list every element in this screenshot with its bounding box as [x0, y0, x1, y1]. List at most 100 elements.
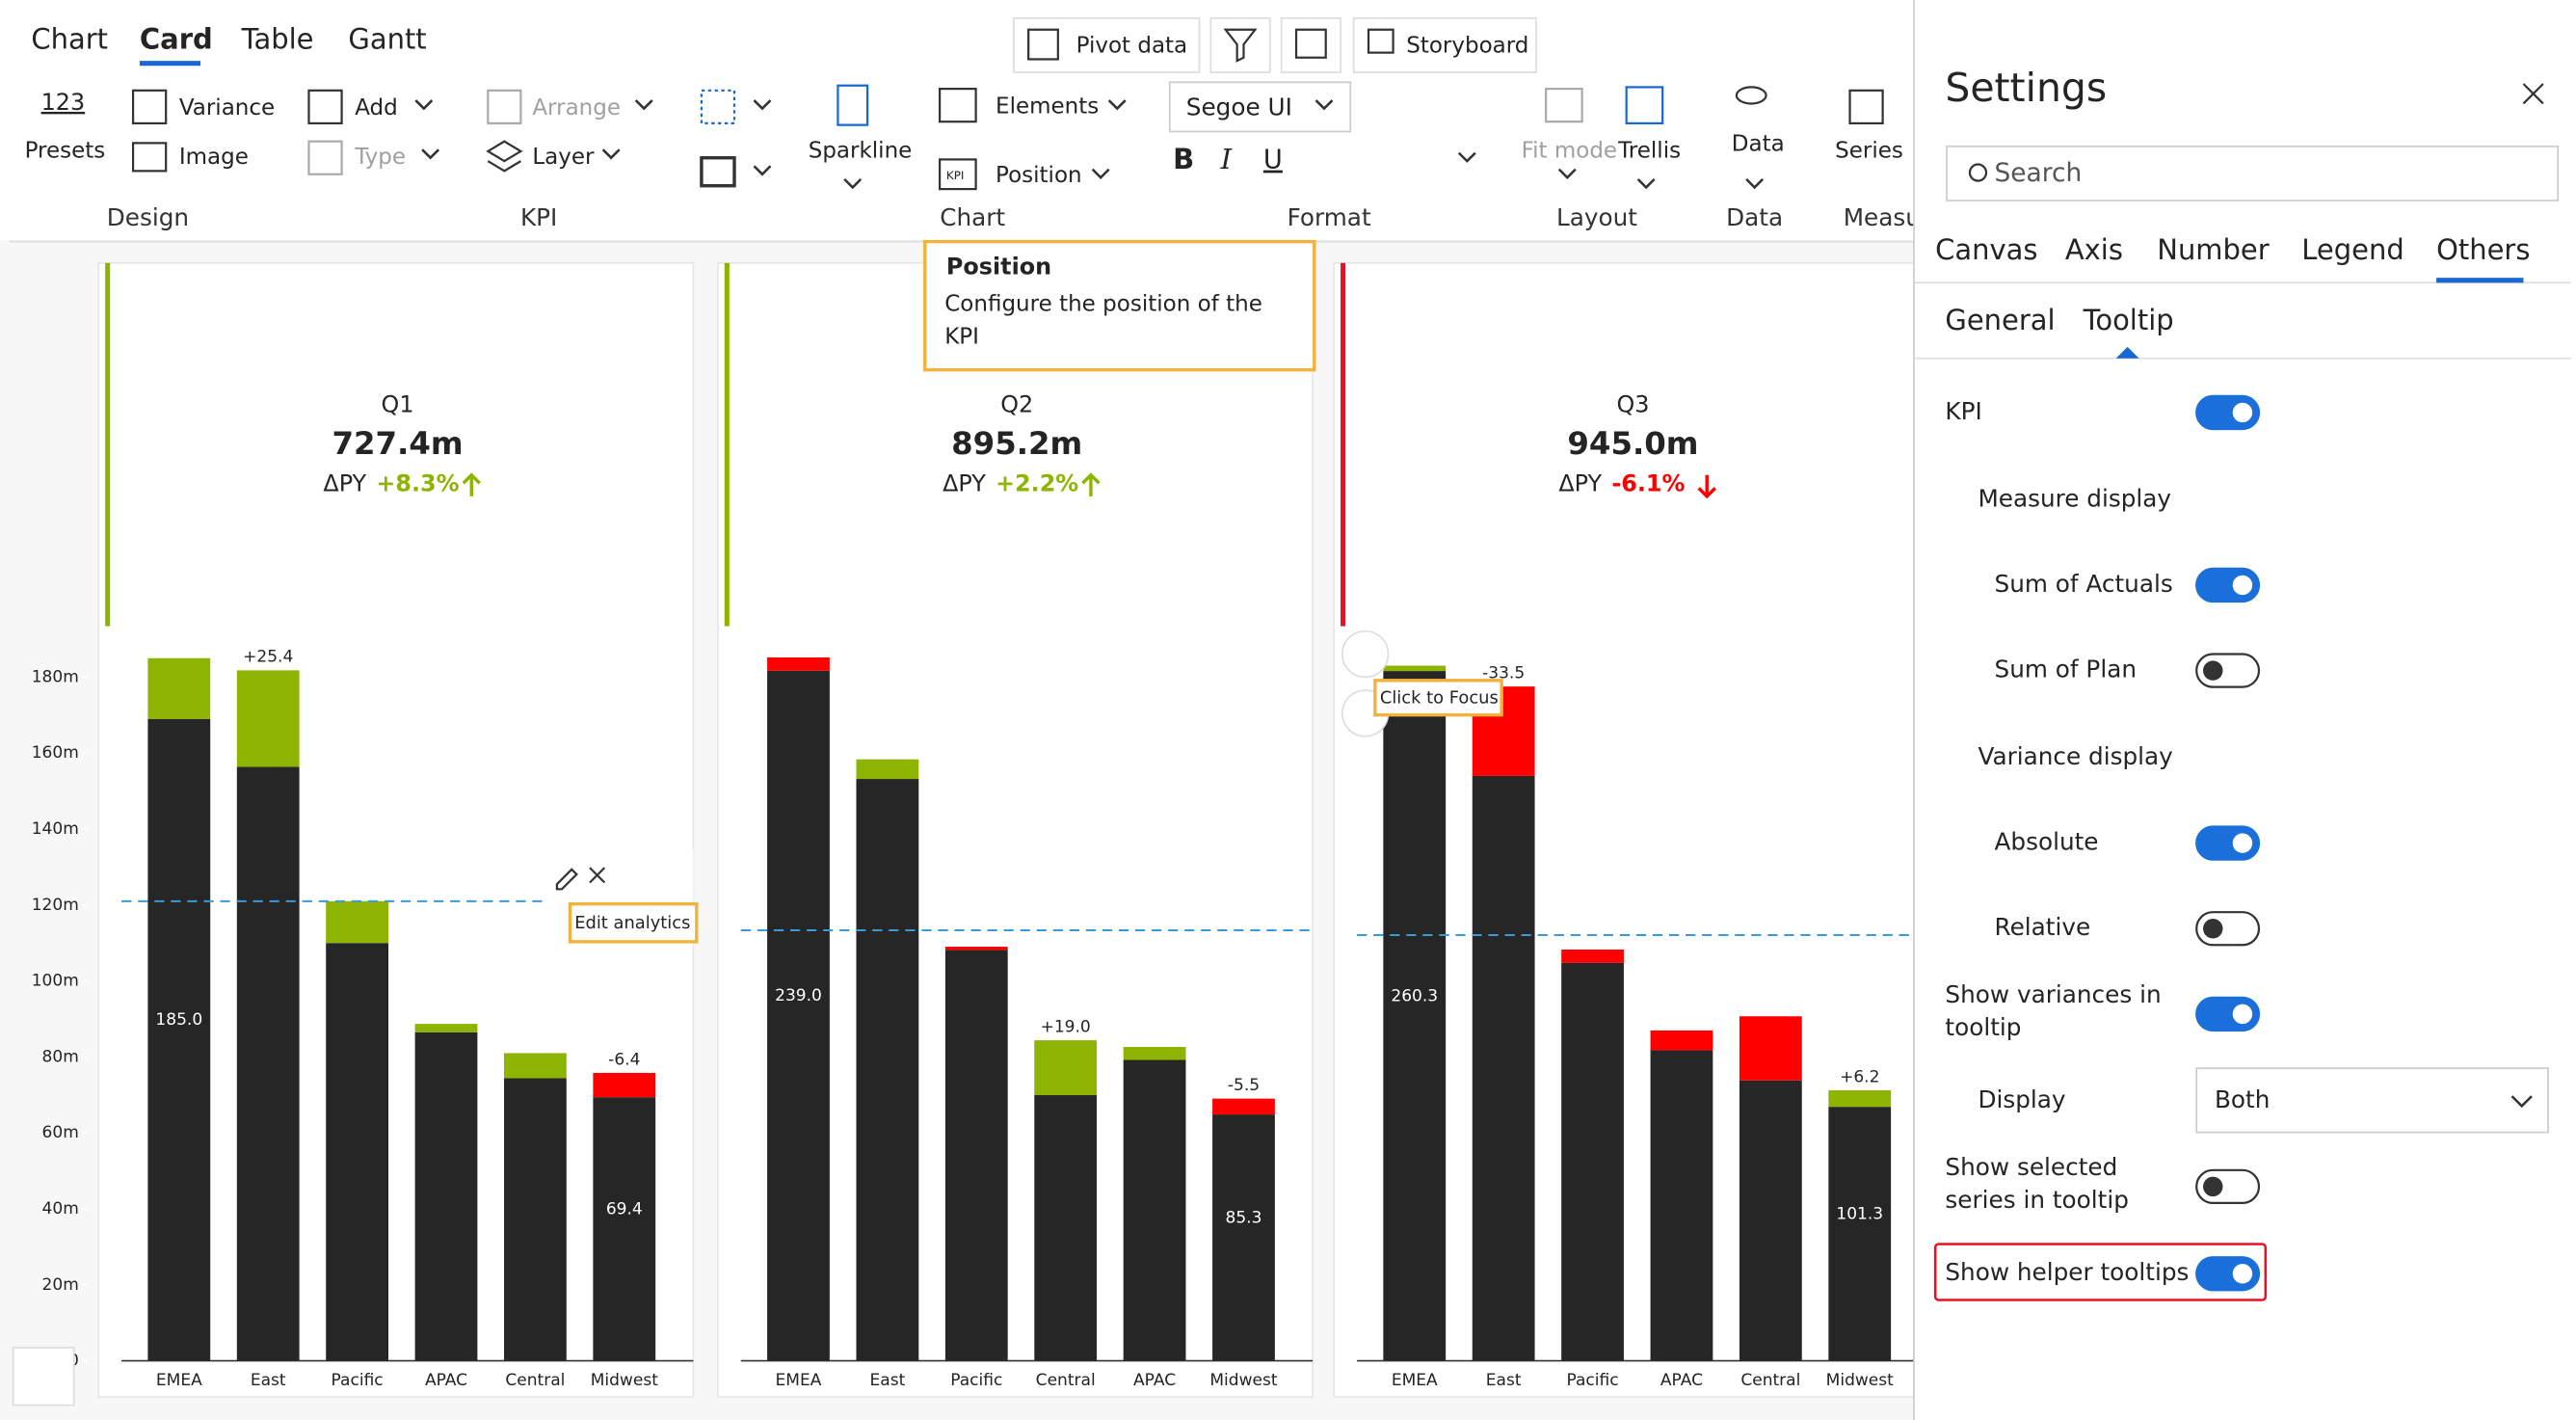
toggle-knob — [2232, 1004, 2253, 1025]
button-label[interactable]: Presets — [25, 138, 106, 163]
actual-bar — [767, 670, 830, 1361]
trend-arrow — [1697, 474, 1716, 499]
button-label[interactable]: Fit mode — [1522, 138, 1618, 163]
button-label[interactable]: Sparkline — [809, 138, 913, 163]
button-label[interactable]: Trellis — [1617, 138, 1681, 163]
button-label[interactable]: I — [1220, 143, 1233, 175]
category-label: APAC — [1660, 1371, 1703, 1390]
category-label: Central — [1036, 1371, 1096, 1390]
group-label: Data — [1726, 203, 1783, 231]
variance-bar — [856, 759, 919, 780]
search-box[interactable] — [1946, 145, 2560, 201]
variance-bar — [1034, 1040, 1098, 1096]
row-label-box: Show variances in tooltip — [1945, 982, 2161, 1041]
y-tick-label: 180m — [32, 667, 79, 686]
button-label[interactable]: B — [1173, 143, 1194, 175]
font-name[interactable]: Segoe UI — [1186, 94, 1292, 121]
y-tick-label: 40m — [42, 1199, 79, 1219]
category-label: East — [251, 1371, 286, 1390]
settings-subtab[interactable]: Tooltip — [2083, 304, 2174, 336]
dropdown[interactable] — [2195, 1067, 2549, 1134]
corner-button[interactable] — [12, 1347, 75, 1407]
button-label[interactable]: Arrange — [532, 95, 621, 121]
toggle-knob — [2203, 660, 2223, 681]
settings-tab[interactable]: Canvas — [1935, 233, 2037, 266]
toggle-knob — [2232, 402, 2253, 423]
actual-bar — [326, 943, 388, 1361]
button-label[interactable]: Pivot data — [1076, 33, 1188, 58]
tooltip — [1373, 679, 1503, 717]
settings-tab[interactable]: Legend — [2301, 233, 2403, 266]
icon — [487, 89, 522, 125]
tooltip-text: Configure the position of the KPI — [944, 290, 1262, 351]
settings-subtab[interactable]: General — [1945, 304, 2055, 336]
chevron — [753, 99, 772, 111]
button-label[interactable]: Position — [996, 163, 1082, 188]
chevron — [1091, 168, 1110, 179]
tab[interactable]: Card — [140, 23, 213, 56]
actual-bar — [1472, 775, 1535, 1361]
button[interactable] — [1209, 16, 1271, 73]
actual-bar — [1034, 1095, 1098, 1361]
button-label[interactable]: Image — [179, 145, 249, 170]
button[interactable] — [1352, 16, 1537, 73]
tab[interactable]: Table — [241, 23, 314, 56]
settings-tab[interactable]: Number — [2157, 233, 2269, 266]
variance-label: -33.5 — [1482, 664, 1525, 683]
font-dropdown[interactable] — [1168, 81, 1352, 133]
search-placeholder[interactable]: Search — [1995, 158, 2083, 188]
category-label: Central — [1740, 1371, 1800, 1390]
button-label[interactable]: Variance — [179, 95, 275, 121]
icon — [837, 84, 869, 126]
tab[interactable]: Chart — [31, 23, 108, 56]
row-label: Variance display — [1978, 742, 2172, 770]
button-label[interactable]: Series — [1835, 138, 1903, 163]
button[interactable] — [1012, 16, 1201, 73]
highlight — [1933, 1243, 2268, 1301]
row-label: Show helper tooltips — [1945, 1258, 2189, 1286]
focus-button[interactable] — [1341, 630, 1390, 679]
toggle-knob — [2203, 918, 2223, 939]
chevron — [1745, 177, 1765, 190]
row-label: Absolute — [1995, 828, 2099, 856]
button-label[interactable]: Elements — [996, 94, 1099, 119]
card-title: Q3 — [1617, 391, 1650, 418]
category-label: EMEA — [1392, 1371, 1438, 1390]
delta-prefix: ΔPY — [323, 469, 366, 496]
row-label: Display — [1978, 1085, 2065, 1113]
icon — [1735, 86, 1767, 105]
icon — [307, 140, 343, 175]
icon-text: 123 — [41, 89, 86, 116]
button-label[interactable]: Storyboard — [1406, 33, 1528, 58]
close-icon[interactable] — [589, 867, 606, 884]
variance-bar — [767, 656, 830, 671]
delta: -6.1% — [1611, 469, 1685, 496]
button-label[interactable]: Type — [354, 145, 406, 170]
variance-bar — [1650, 1030, 1713, 1051]
settings-tab[interactable]: Others — [2436, 233, 2530, 266]
icon — [1545, 88, 1583, 123]
category-label: EMEA — [776, 1371, 822, 1390]
chevron — [1457, 151, 1476, 163]
button-label[interactable]: Layer — [532, 145, 595, 170]
icon — [486, 140, 523, 173]
group-label: Chart — [940, 203, 1005, 231]
close-icon[interactable] — [2522, 83, 2544, 105]
icon-text: KPI — [946, 169, 965, 182]
settings-tab[interactable]: Axis — [2065, 233, 2123, 266]
button[interactable] — [1280, 16, 1341, 73]
row-label: Relative — [1995, 913, 2091, 941]
button-label[interactable]: U — [1263, 146, 1283, 175]
group-label: Design — [107, 203, 189, 231]
button-label[interactable]: Add — [355, 95, 398, 121]
variance-bar — [1123, 1046, 1186, 1060]
tab[interactable]: Gantt — [348, 23, 426, 56]
category-label: Pacific — [1566, 1371, 1618, 1390]
icon — [131, 89, 168, 125]
edit-icon[interactable] — [555, 868, 578, 891]
variance-bar — [1828, 1089, 1892, 1108]
button-label[interactable]: Data — [1732, 132, 1785, 157]
variance-label: +6.2 — [1840, 1067, 1879, 1086]
group-label: Measu — [1844, 203, 1921, 231]
